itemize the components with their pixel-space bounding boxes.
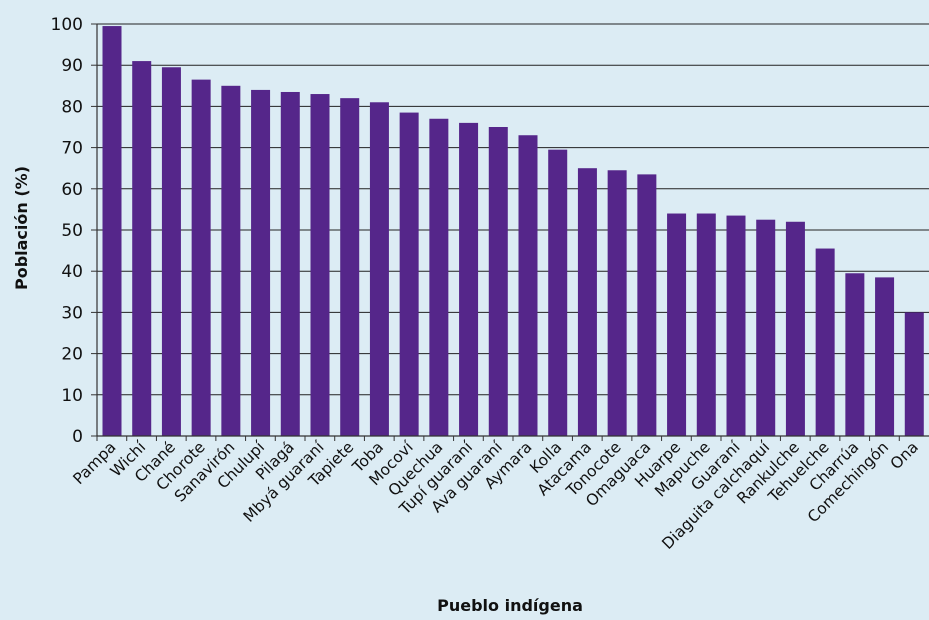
bar — [369, 102, 389, 436]
bar — [667, 213, 687, 436]
y-tick-label: 40 — [61, 262, 83, 282]
bars — [102, 26, 924, 437]
bar — [102, 26, 122, 437]
bar — [280, 91, 300, 436]
y-tick-labels: 0 10 20 30 40 50 60 70 80 90 100 — [51, 15, 97, 447]
bar — [637, 174, 657, 436]
bar — [875, 277, 895, 436]
bar — [191, 79, 211, 437]
bar — [251, 89, 271, 437]
bar — [310, 94, 330, 436]
y-tick-label: 30 — [61, 303, 83, 323]
y-tick-label: 50 — [61, 221, 83, 241]
bar — [548, 149, 568, 436]
bar — [161, 67, 181, 436]
y-tick-label: 0 — [72, 427, 83, 447]
y-tick-label: 10 — [61, 386, 83, 406]
x-tick-labels: PampaWichíChanéChoroteSanavirónChulupíPi… — [70, 436, 922, 553]
bar — [459, 122, 479, 436]
bar — [340, 98, 360, 436]
bar — [577, 168, 597, 436]
x-tick-label: Ona — [887, 438, 922, 473]
bar — [726, 215, 746, 436]
bar — [221, 85, 241, 437]
y-tick-label: 80 — [61, 97, 83, 117]
y-tick-label: 100 — [51, 15, 83, 35]
y-tick-label: 90 — [61, 56, 83, 76]
bar — [815, 248, 835, 436]
bar — [756, 219, 776, 436]
bar — [696, 213, 716, 436]
bar — [132, 61, 152, 437]
y-tick-label: 70 — [61, 139, 83, 159]
y-tick-label: 20 — [61, 345, 83, 365]
bar — [904, 312, 924, 436]
x-axis-title: Pueblo indígena — [437, 596, 583, 615]
bar — [429, 118, 449, 436]
bar — [488, 127, 508, 436]
bar — [399, 112, 419, 436]
bar — [845, 273, 865, 436]
y-axis-title: Población (%) — [12, 166, 31, 290]
bar — [785, 221, 805, 436]
bar — [607, 170, 627, 436]
y-tick-label: 60 — [61, 180, 83, 200]
bar — [518, 135, 538, 437]
